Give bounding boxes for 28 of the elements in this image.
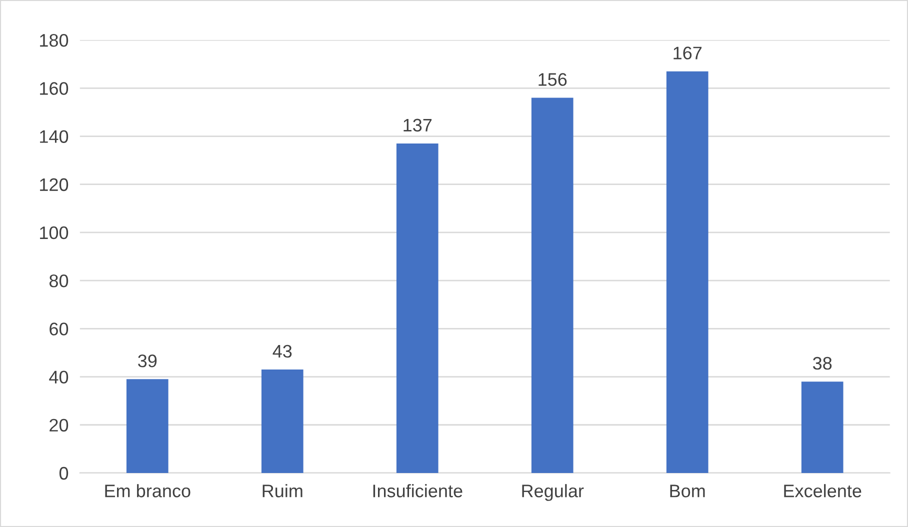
y-tick-label: 180 [40,34,68,47]
x-tick-label: Insuficiente [373,484,462,498]
bar [261,370,304,473]
x-tick-label: Em branco [105,484,190,498]
bar [531,98,574,473]
x-tick-label: Bom [670,484,705,498]
y-tick-label: 80 [49,274,68,288]
y-tick-label: 100 [40,226,68,240]
y-tick-label: 20 [50,418,68,432]
y-tick-label: 140 [40,130,68,143]
data-label: 137 [404,118,432,132]
bar [666,71,708,473]
data-label: 39 [138,354,157,368]
data-label: 43 [272,344,292,358]
bar [126,379,168,473]
y-tick-label: 120 [40,178,68,192]
bar [396,143,438,473]
y-tick-label: 160 [40,82,68,95]
x-tick-label: Regular [522,484,584,501]
y-tick-label: 0 [59,466,68,480]
y-tick-label: 60 [50,322,68,336]
bar [801,382,844,473]
data-label: 156 [538,73,567,86]
x-tick-label: Excelente [784,484,862,498]
x-tick-label: Ruim [262,484,302,498]
data-label: 167 [674,46,702,60]
data-label: 38 [812,356,832,370]
y-tick-label: 40 [49,370,68,384]
